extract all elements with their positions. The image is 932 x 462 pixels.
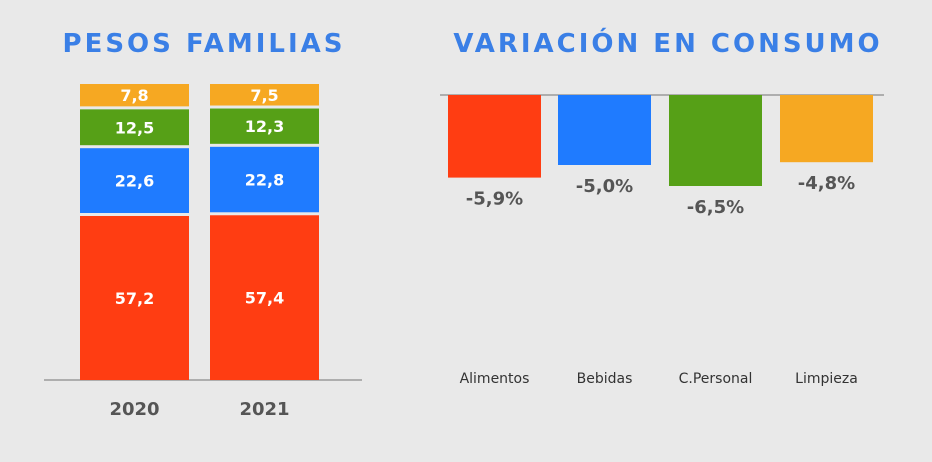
chart-title-pesos-familias: PESOS FAMILIAS (63, 29, 346, 59)
bar-variation-c-personal (669, 95, 762, 186)
x-tick-label-limpieza: Limpieza (795, 371, 858, 387)
bar-c-personal-2021 (210, 108, 319, 144)
bar-bebidas-2021 (210, 146, 319, 213)
x-tick-label-2021: 2021 (239, 399, 289, 420)
bar-label-limpieza-2020: 7,8 (120, 86, 148, 105)
data-label-bebidas: -5,0% (576, 176, 633, 197)
bar-label-c-personal-2021: 12,3 (245, 117, 284, 136)
bar-c-personal-2020 (80, 109, 189, 146)
bar-label-alimentos-2021: 57,4 (245, 289, 284, 308)
bar-variation-bebidas (558, 95, 651, 165)
bar-bebidas-2020 (80, 148, 189, 213)
data-label-limpieza: -4,8% (798, 173, 855, 194)
bar-variation-limpieza (780, 95, 873, 163)
bar-variation-alimentos (448, 95, 541, 178)
bar-limpieza-2020 (80, 84, 189, 107)
x-tick-label-c-personal: C.Personal (679, 371, 753, 387)
data-label-c-personal: -6,5% (687, 197, 744, 218)
bar-label-c-personal-2020: 12,5 (115, 118, 154, 137)
bar-limpieza-2021 (210, 84, 319, 106)
variation-bars-group: -5,9% Alimentos -5,0% Bebidas -6,5% C.Persona… (448, 95, 873, 387)
bar-alimentos-2021 (210, 215, 319, 380)
bar-label-alimentos-2020: 57,2 (115, 289, 154, 308)
bar-label-bebidas-2020: 22,6 (115, 172, 154, 191)
data-label-alimentos: -5,9% (466, 189, 523, 210)
chart-title-variacion-consumo: VARIACIÓN EN CONSUMO (453, 27, 882, 59)
bar-alimentos-2020 (80, 216, 189, 380)
x-tick-label-2020: 2020 (109, 399, 159, 420)
bar-label-bebidas-2021: 22,8 (245, 171, 284, 190)
x-tick-label-bebidas: Bebidas (577, 371, 633, 387)
bar-label-limpieza-2021: 7,5 (250, 86, 278, 105)
stacked-bars-group: 57,2 22,6 12,5 7,8 2020 57,4 22,8 12,3 7,5 2021 (80, 84, 319, 420)
x-tick-label-alimentos: Alimentos (460, 371, 530, 387)
